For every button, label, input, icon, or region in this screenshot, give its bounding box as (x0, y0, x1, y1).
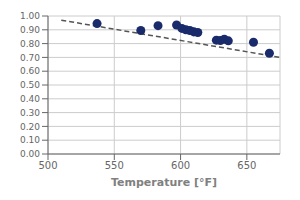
svg-text:550: 550 (105, 160, 124, 171)
svg-text:0.10: 0.10 (20, 135, 40, 145)
svg-text:0.40: 0.40 (20, 94, 40, 104)
svg-text:500: 500 (38, 160, 57, 171)
svg-text:0.50: 0.50 (20, 80, 40, 90)
svg-text:600: 600 (171, 160, 190, 171)
svg-text:0.90: 0.90 (20, 25, 40, 35)
svg-text:0.00: 0.00 (20, 149, 40, 159)
svg-text:0.60: 0.60 (20, 66, 40, 76)
svg-text:0.70: 0.70 (20, 53, 40, 63)
svg-text:650: 650 (237, 160, 256, 171)
svg-text:1.00: 1.00 (20, 11, 40, 21)
svg-text:0.20: 0.20 (20, 122, 40, 132)
svg-text:0.80: 0.80 (20, 39, 40, 49)
svg-text:0.30: 0.30 (20, 108, 40, 118)
svg-text:Temperature [°F]: Temperature [°F] (111, 176, 217, 189)
